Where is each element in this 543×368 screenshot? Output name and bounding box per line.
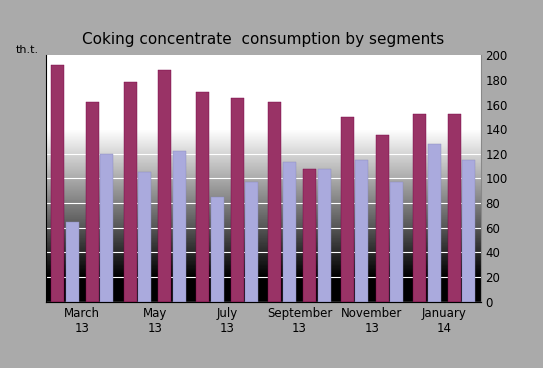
Bar <box>283 162 296 302</box>
Bar <box>86 102 99 302</box>
Title: Coking concentrate  consumption by segments: Coking concentrate consumption by segmen… <box>82 32 445 47</box>
Bar <box>138 172 151 302</box>
Bar <box>428 144 441 302</box>
Bar <box>196 92 209 302</box>
Bar <box>463 160 476 302</box>
Bar <box>159 70 172 302</box>
Bar <box>390 182 403 302</box>
Bar <box>303 169 316 302</box>
Bar <box>318 169 331 302</box>
Bar <box>173 151 186 302</box>
Bar <box>211 197 224 302</box>
Bar <box>66 222 79 302</box>
Bar <box>376 135 389 302</box>
Bar <box>341 117 354 302</box>
Bar <box>355 160 368 302</box>
Text: th.t.: th.t. <box>16 45 39 55</box>
Bar <box>448 114 461 302</box>
Bar <box>51 65 64 302</box>
Bar <box>124 82 137 302</box>
Bar <box>231 98 244 302</box>
Bar <box>100 154 113 302</box>
Bar <box>413 114 426 302</box>
Bar <box>245 182 258 302</box>
Bar <box>268 102 281 302</box>
